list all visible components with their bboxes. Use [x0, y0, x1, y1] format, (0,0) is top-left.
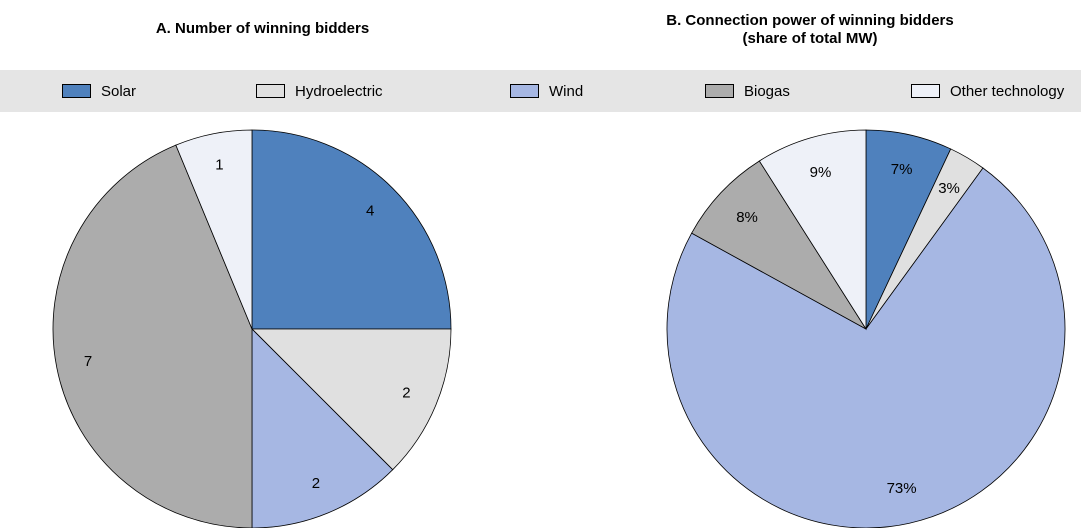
chart-a-slice-biogas: [52, 144, 253, 528]
chart-b-label-solar: 7%: [891, 161, 913, 178]
legend-item-solar: Solar: [62, 82, 136, 100]
chart-a-title: A. Number of winning bidders: [155, 20, 370, 37]
chart-b-slice-biogas: [691, 160, 867, 330]
legend-swatch-other-technology: [911, 84, 940, 98]
legend-label-other-technology: Other technology: [950, 82, 1065, 100]
chart-a-label-hydroelectric: 2: [402, 384, 410, 401]
chart-a-label-biogas: 7: [84, 353, 92, 370]
chart-a-label-other-technology: 1: [215, 157, 223, 174]
chart-b-slice-wind: [666, 167, 1066, 528]
legend-label-hydroelectric: Hydroelectric: [295, 82, 383, 100]
chart-a-slice-solar: [251, 129, 452, 330]
chart-b-title-line-1: B. Connection power of winning bidders: [666, 12, 954, 29]
legend-swatch-solar: [62, 84, 91, 98]
legend-item-biogas: Biogas: [705, 82, 790, 100]
legend-item-wind: Wind: [510, 82, 583, 100]
legend-label-wind: Wind: [549, 82, 584, 100]
chart-a-slice-other-technology: [175, 129, 253, 330]
chart-b-title-line-2: (share of total MW): [742, 30, 878, 47]
legend-swatch-biogas: [705, 84, 734, 98]
legend-label-biogas: Biogas: [744, 82, 790, 100]
legend: Solar Hydroelectric Wind Biogas Other te…: [0, 70, 1081, 112]
chart-b-label-hydroelectric: 3%: [938, 180, 960, 197]
chart-b-label-wind: 73%: [887, 480, 917, 497]
chart-a-label-wind: 2: [312, 475, 320, 492]
chart-b-slice-other-technology: [758, 129, 867, 331]
chart-b-title: B. Connection power of winning bidders (…: [590, 12, 1030, 48]
chart-b-label-other-technology: 9%: [810, 164, 832, 181]
pie-chart-connection-power: 7% 3% 73% 8% 9%: [666, 129, 1066, 528]
chart-a-label-solar: 4: [366, 202, 374, 219]
chart-b-label-biogas: 8%: [736, 209, 758, 226]
legend-swatch-hydroelectric: [256, 84, 285, 98]
legend-swatch-wind: [510, 84, 539, 98]
pie-chart-number-of-bidders: 4 2 2 7 1: [52, 129, 452, 528]
chart-a-slice-hydroelectric: [251, 328, 452, 471]
legend-label-solar: Solar: [101, 82, 137, 100]
legend-item-other-technology: Other technology: [911, 82, 1064, 100]
legend-item-hydroelectric: Hydroelectric: [256, 82, 383, 100]
